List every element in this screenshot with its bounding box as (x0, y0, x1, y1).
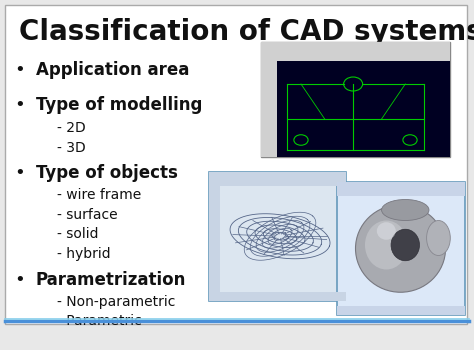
Bar (261, 42, 450, 61)
Ellipse shape (427, 220, 450, 256)
Ellipse shape (365, 220, 408, 270)
Text: Classification of CAD systems: Classification of CAD systems (19, 18, 474, 46)
Text: •: • (15, 164, 25, 182)
Text: Application area: Application area (36, 61, 189, 79)
Text: Parametrization: Parametrization (36, 271, 186, 289)
Bar (261, 61, 277, 158)
Text: Type of objects: Type of objects (36, 164, 177, 182)
Bar (209, 172, 346, 186)
Bar (261, 42, 450, 158)
Text: •: • (15, 96, 25, 114)
FancyBboxPatch shape (5, 5, 467, 324)
Text: - 2D: - 2D (57, 121, 86, 135)
Text: - Non-parametric: - Non-parametric (57, 295, 175, 309)
Bar (337, 306, 465, 315)
Bar (209, 292, 346, 301)
Ellipse shape (391, 229, 419, 261)
Bar (337, 182, 465, 315)
Ellipse shape (382, 199, 429, 220)
Bar (209, 172, 346, 301)
Bar (337, 182, 465, 196)
Text: - 3D: - 3D (57, 141, 86, 155)
Bar (209, 186, 220, 292)
Ellipse shape (356, 205, 446, 292)
Text: - solid: - solid (57, 228, 99, 241)
Text: - Parametric: - Parametric (57, 314, 142, 328)
Ellipse shape (377, 222, 396, 240)
Text: •: • (15, 61, 25, 79)
Text: - surface: - surface (57, 208, 118, 222)
Text: - wire frame: - wire frame (57, 188, 141, 202)
Text: - hybrid: - hybrid (57, 247, 110, 261)
Text: •: • (15, 271, 25, 289)
Text: Type of modelling: Type of modelling (36, 96, 202, 114)
Bar (277, 61, 450, 158)
